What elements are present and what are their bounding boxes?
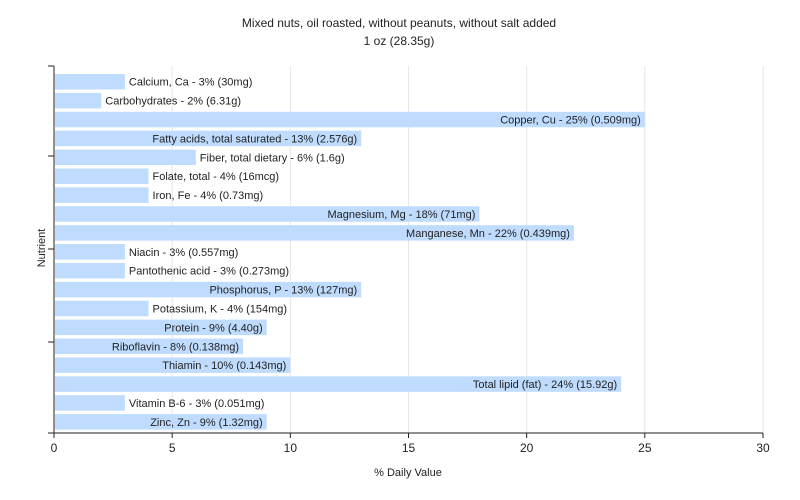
bar [55, 300, 149, 317]
y-axis-label: Nutrient [36, 229, 48, 268]
bar [55, 319, 267, 336]
bar [55, 244, 125, 260]
bar-label: Zinc, Zn - 9% (1.32mg) [150, 417, 262, 429]
bar-label: Total lipid (fat) - 24% (15.92g) [473, 379, 617, 391]
bar-label: Vitamin B-6 - 3% (0.051mg) [129, 398, 265, 410]
bar [55, 206, 480, 222]
bar-label: Riboflavin - 8% (0.138mg) [112, 341, 239, 353]
x-tick-label: 30 [756, 441, 770, 455]
x-tick-label: 15 [402, 441, 416, 455]
bar [55, 187, 149, 203]
bar-label: Thiamin - 10% (0.143mg) [162, 360, 286, 372]
bar [55, 414, 267, 430]
bar-label: Manganese, Mn - 22% (0.439mg) [406, 228, 570, 240]
bar-label: Potassium, K - 4% (154mg) [153, 303, 287, 315]
bar-label: Calcium, Ca - 3% (30mg) [129, 77, 252, 89]
chart-subtitle: 1 oz (28.35g) [364, 34, 435, 48]
x-tick-label: 20 [520, 441, 534, 455]
x-axis-label: % Daily Value [374, 467, 442, 479]
bar-label: Carbohydrates - 2% (6.31g) [105, 96, 241, 108]
bar [55, 74, 125, 90]
bar [55, 168, 149, 184]
bar-label: Magnesium, Mg - 18% (71mg) [327, 209, 475, 221]
x-tick-label: 10 [284, 441, 298, 455]
bar-label: Iron, Fe - 4% (0.73mg) [153, 190, 264, 202]
bar-label: Folate, total - 4% (16mcg) [153, 171, 280, 183]
bar-label: Copper, Cu - 25% (0.509mg) [500, 115, 641, 127]
bar [55, 149, 196, 166]
bar-label: Protein - 9% (4.40g) [164, 322, 262, 334]
bar-label: Niacin - 3% (0.557mg) [129, 247, 238, 259]
bar [55, 281, 362, 298]
bar [55, 395, 125, 411]
x-tick-label: 5 [169, 441, 176, 455]
bar [55, 92, 102, 109]
bars: Calcium, Ca - 3% (30mg) Carbohydrates - 2… [55, 74, 645, 430]
bar [55, 225, 574, 241]
bar [55, 338, 244, 355]
chart-title: Mixed nuts, oil roasted, without peanuts… [242, 16, 556, 30]
bar-label: Fiber, total dietary - 6% (1.6g) [200, 152, 345, 164]
axes: 0 5 10 15 20 25 30 [48, 65, 770, 455]
bar-label: Fatty acids, total saturated - 13% (2.57… [152, 133, 357, 145]
bar-label: Pantothenic acid - 3% (0.273mg) [129, 266, 289, 278]
bar [55, 376, 622, 392]
bar [55, 130, 362, 147]
bar [55, 262, 125, 279]
bar [55, 111, 645, 128]
bar [55, 357, 291, 373]
x-tick-label: 0 [51, 441, 58, 455]
bar-label: Phosphorus, P - 13% (127mg) [209, 285, 357, 297]
x-tick-label: 25 [638, 441, 652, 455]
